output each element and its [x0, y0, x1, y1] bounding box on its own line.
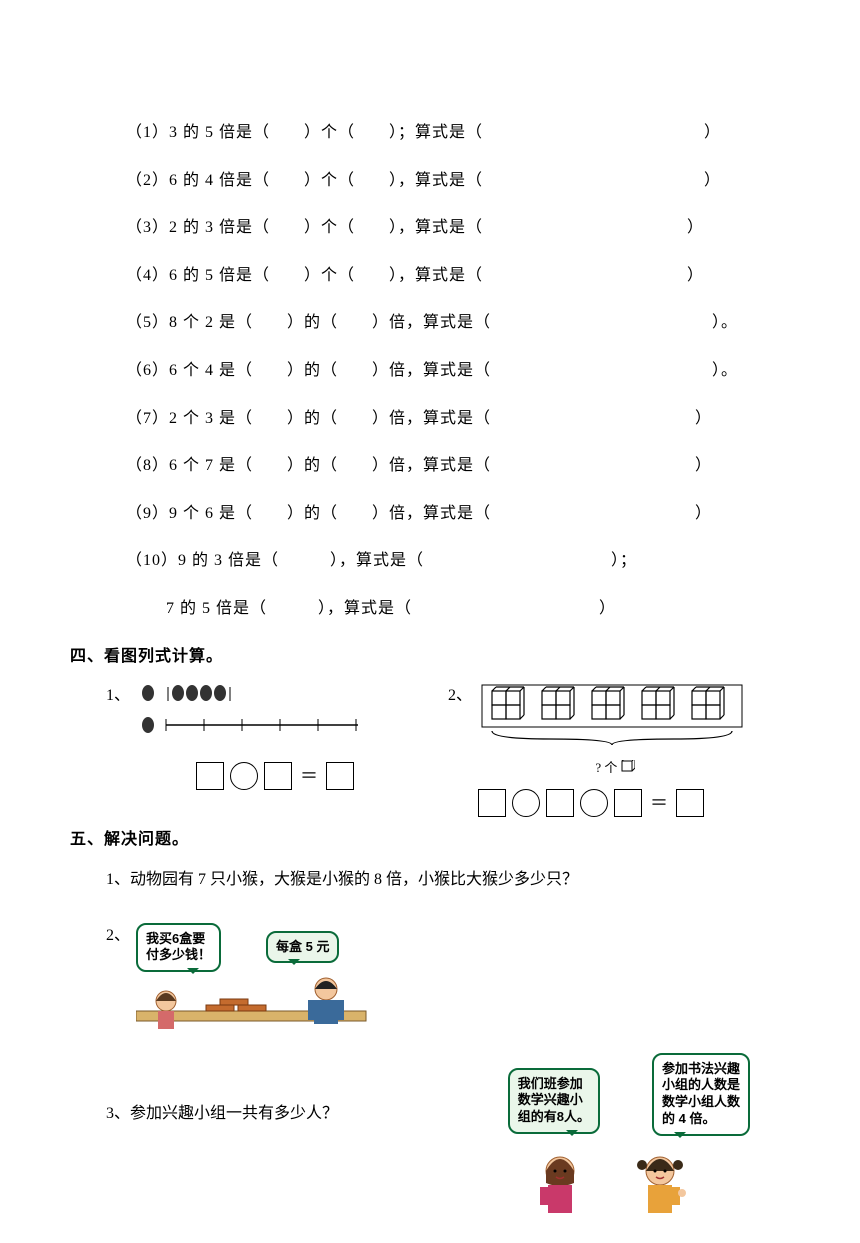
eq1-op-1[interactable] [230, 762, 258, 790]
eq1-box-3[interactable] [326, 762, 354, 790]
s5-q1: 1、动物园有 7 只小猴，大猴是小猴的 8 倍，小猴比大猴少多少只？ [106, 867, 790, 893]
fill-item-3: （3）2 的 3 倍是（ ）个（ ），算式是（ ） [126, 215, 790, 241]
eq2-op-2[interactable] [580, 789, 608, 817]
fill-item-10b: 7 的 5 倍是（ ），算式是（ ） [166, 596, 790, 622]
fill-item-1: （1）3 的 5 倍是（ ）个（ ）；算式是（ ） [126, 120, 790, 146]
fill-item-7: （7）2 个 3 是（ ）的（ ）倍，算式是（ ） [126, 406, 790, 432]
q3-bubble-left: 我们班参加 数学兴趣小 组的有8人。 [508, 1068, 600, 1135]
equation-1: ＝ [196, 762, 448, 791]
q2-bubble-right: 每盒 5 元 [266, 931, 339, 964]
fill-item-6: （6）6 个 4 是（ ）的（ ）倍，算式是（ ）。 [126, 358, 790, 384]
s5-q3: 3、参加兴趣小组一共有多少人？ 我们班参加 数学兴趣小 组的有8人。 参加书法兴… [106, 1093, 790, 1243]
eq1-equals: ＝ [300, 762, 318, 791]
q3-scene-icon [510, 1143, 730, 1223]
s5-q3-text: 3、参加兴趣小组一共有多少人？ [106, 1101, 338, 1127]
eq2-op-1[interactable] [512, 789, 540, 817]
q2-bubble-left: 我买6盒要 付多少钱！ [136, 923, 221, 973]
section5-title: 五、解决问题。 [70, 827, 790, 853]
eq2-box-4[interactable] [676, 789, 704, 817]
eq1-box-1[interactable] [196, 762, 224, 790]
s5-q2: 2、 我买6盒要 付多少钱！ 每盒 5 元 [106, 923, 790, 1043]
eq2-box-3[interactable] [614, 789, 642, 817]
fill-item-2: （2）6 的 4 倍是（ ）个（ ），算式是（ ） [126, 168, 790, 194]
fish-diagram-icon [138, 683, 368, 752]
q3-bubble-right: 参加书法兴趣 小组的人数是 数学小组人数 的 4 倍。 [652, 1053, 750, 1137]
cubes-caption: ? 个 [595, 760, 617, 775]
fill-item-10a: （10）9 的 3 倍是（ ），算式是（ ）； [126, 548, 790, 574]
cubes-diagram-icon: ? 个 [480, 683, 750, 778]
eq2-box-1[interactable] [478, 789, 506, 817]
s5-q2-label: 2、 [106, 923, 130, 949]
fill-item-8: （8）6 个 7 是（ ）的（ ）倍，算式是（ ） [126, 453, 790, 479]
eq2-box-2[interactable] [546, 789, 574, 817]
fill-item-9: （9）9 个 6 是（ ）的（ ）倍，算式是（ ） [126, 501, 790, 527]
fill-item-5: （5）8 个 2 是（ ）的（ ）倍，算式是（ ）。 [126, 310, 790, 336]
s4-label-1: 1、 [106, 683, 130, 709]
s4-label-2: 2、 [448, 683, 472, 709]
section4-title: 四、看图列式计算。 [70, 644, 790, 670]
fill-item-4: （4）6 的 5 倍是（ ）个（ ），算式是（ ） [126, 263, 790, 289]
eq1-box-2[interactable] [264, 762, 292, 790]
q2-scene-icon [136, 971, 396, 1041]
equation-2: ＝ [478, 789, 790, 818]
eq2-equals: ＝ [650, 789, 668, 818]
